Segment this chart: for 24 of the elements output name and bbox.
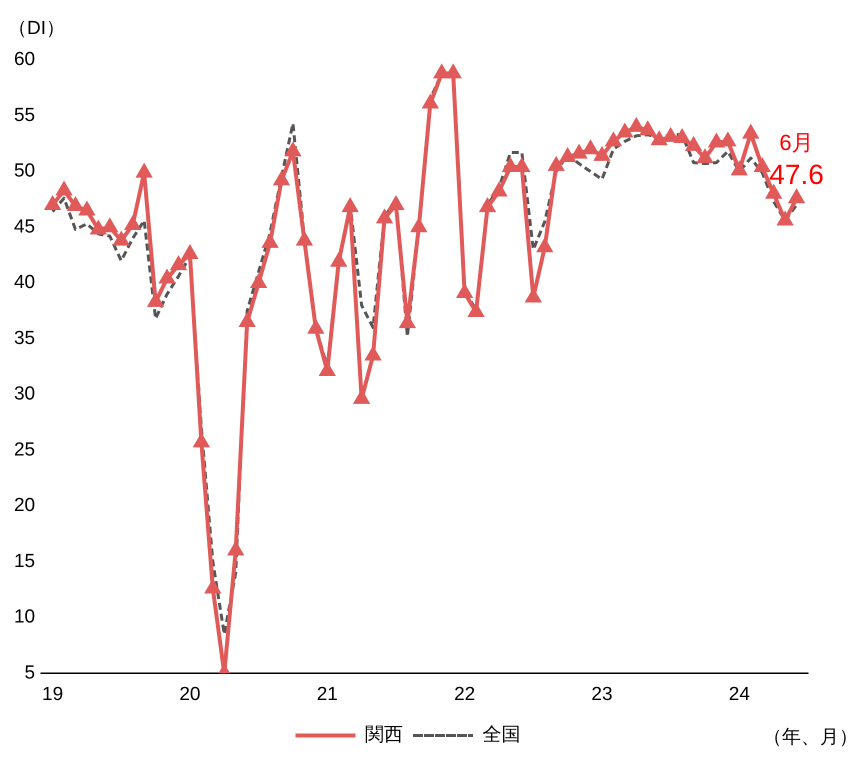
data-label: 47.6 — [769, 159, 824, 190]
x-tick-label: 21 — [316, 684, 338, 705]
y-tick-label: 10 — [14, 606, 36, 628]
legend-label: 全国 — [482, 724, 520, 746]
x-axis-title: （年、月） — [763, 727, 858, 748]
y-tick-label: 25 — [14, 439, 36, 460]
y-tick-label: 50 — [14, 160, 36, 182]
y-tick-label: 55 — [14, 104, 36, 126]
x-tick-label: 20 — [179, 684, 200, 705]
annotation: 6月 — [779, 130, 814, 156]
y-axis-title: （DI） — [8, 18, 65, 39]
y-tick-label: 35 — [14, 328, 36, 349]
y-tick-label: 40 — [14, 272, 36, 294]
y-tick-label: 15 — [14, 550, 36, 572]
y-tick-label: 60 — [14, 49, 36, 70]
x-tick-label: 19 — [42, 684, 64, 705]
x-tick-label: 22 — [454, 684, 476, 705]
y-tick-label: 20 — [14, 495, 36, 516]
y-tick-label: 30 — [14, 384, 36, 405]
y-tick-label: 45 — [14, 216, 36, 238]
legend-label: 関西 — [365, 724, 403, 746]
x-tick-label: 23 — [591, 684, 613, 705]
x-tick-label: 24 — [728, 684, 750, 705]
y-tick-label: 5 — [24, 662, 36, 684]
